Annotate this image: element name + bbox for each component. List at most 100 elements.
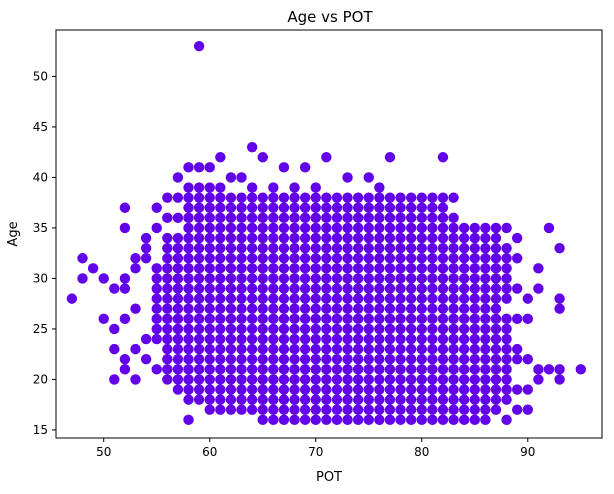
data-point (501, 253, 512, 264)
data-point (554, 364, 565, 375)
data-point (480, 414, 491, 426)
data-point (321, 263, 332, 274)
data-point (405, 364, 417, 375)
data-point (437, 273, 449, 284)
data-point (342, 253, 353, 264)
data-point (352, 364, 364, 375)
data-point (246, 242, 258, 254)
data-point (405, 283, 417, 294)
data-point (278, 263, 290, 274)
data-point (204, 333, 215, 345)
data-point (183, 293, 194, 304)
data-point (236, 232, 247, 244)
data-point (246, 364, 258, 375)
data-point (321, 354, 332, 365)
data-point (363, 343, 374, 355)
data-point (469, 333, 480, 345)
data-point (215, 293, 226, 304)
data-point (215, 182, 226, 193)
data-point (490, 394, 502, 405)
data-point (183, 263, 194, 274)
y-tick-label: 50 (33, 69, 48, 83)
data-point (109, 343, 120, 355)
data-point (405, 323, 417, 335)
data-point (172, 333, 184, 345)
data-point (162, 212, 173, 224)
data-point (437, 323, 449, 335)
data-point (416, 364, 427, 375)
data-point (109, 323, 120, 335)
data-point (151, 202, 162, 213)
data-point (299, 303, 311, 314)
data-point (299, 394, 311, 405)
data-point (427, 343, 438, 355)
data-point (342, 343, 353, 355)
data-point (342, 273, 353, 284)
data-point (236, 364, 247, 375)
data-point (268, 313, 279, 325)
data-point (204, 293, 215, 304)
data-point (437, 152, 449, 163)
data-point (395, 333, 406, 345)
data-point (437, 313, 449, 325)
data-point (395, 192, 406, 203)
data-point (448, 212, 459, 224)
data-point (257, 414, 268, 426)
data-point (236, 313, 247, 325)
data-point (384, 303, 396, 314)
data-point (395, 212, 406, 224)
data-point (246, 212, 258, 224)
data-point (416, 303, 427, 314)
data-point (289, 354, 300, 365)
data-point (310, 303, 321, 314)
data-point (427, 263, 438, 274)
data-point (501, 354, 512, 365)
x-tick-label: 90 (520, 445, 535, 459)
data-point (321, 293, 332, 304)
data-point (268, 343, 279, 355)
data-point (501, 283, 512, 294)
data-point (310, 253, 321, 264)
data-point (416, 404, 427, 415)
data-point (310, 283, 321, 294)
data-point (246, 293, 258, 304)
data-point (352, 404, 364, 415)
data-point (501, 263, 512, 274)
data-point (352, 374, 364, 385)
data-point (299, 323, 311, 335)
data-point (490, 232, 502, 244)
data-point (130, 303, 141, 314)
data-point (246, 273, 258, 284)
data-point (342, 202, 353, 213)
data-point (437, 364, 449, 375)
data-point (480, 303, 491, 314)
data-point (554, 303, 565, 314)
data-point (257, 242, 268, 254)
data-point (458, 313, 470, 325)
data-point (395, 273, 406, 284)
data-point (427, 333, 438, 345)
data-point (384, 333, 396, 345)
data-point (448, 364, 459, 375)
data-point (289, 313, 300, 325)
data-point (405, 374, 417, 385)
data-point (130, 374, 141, 385)
data-point (363, 253, 374, 264)
data-point (162, 242, 173, 254)
data-point (384, 374, 396, 385)
data-point (310, 202, 321, 213)
data-point (533, 374, 544, 385)
data-point (225, 303, 237, 314)
data-point (331, 192, 343, 203)
data-point (183, 343, 194, 355)
data-point (151, 333, 162, 345)
data-point (469, 394, 480, 405)
data-point (183, 212, 194, 224)
data-point (268, 192, 279, 203)
data-point (501, 374, 512, 385)
data-point (448, 283, 459, 294)
data-point (363, 333, 374, 345)
data-point (119, 354, 131, 365)
data-point (321, 374, 332, 385)
data-point (236, 283, 247, 294)
